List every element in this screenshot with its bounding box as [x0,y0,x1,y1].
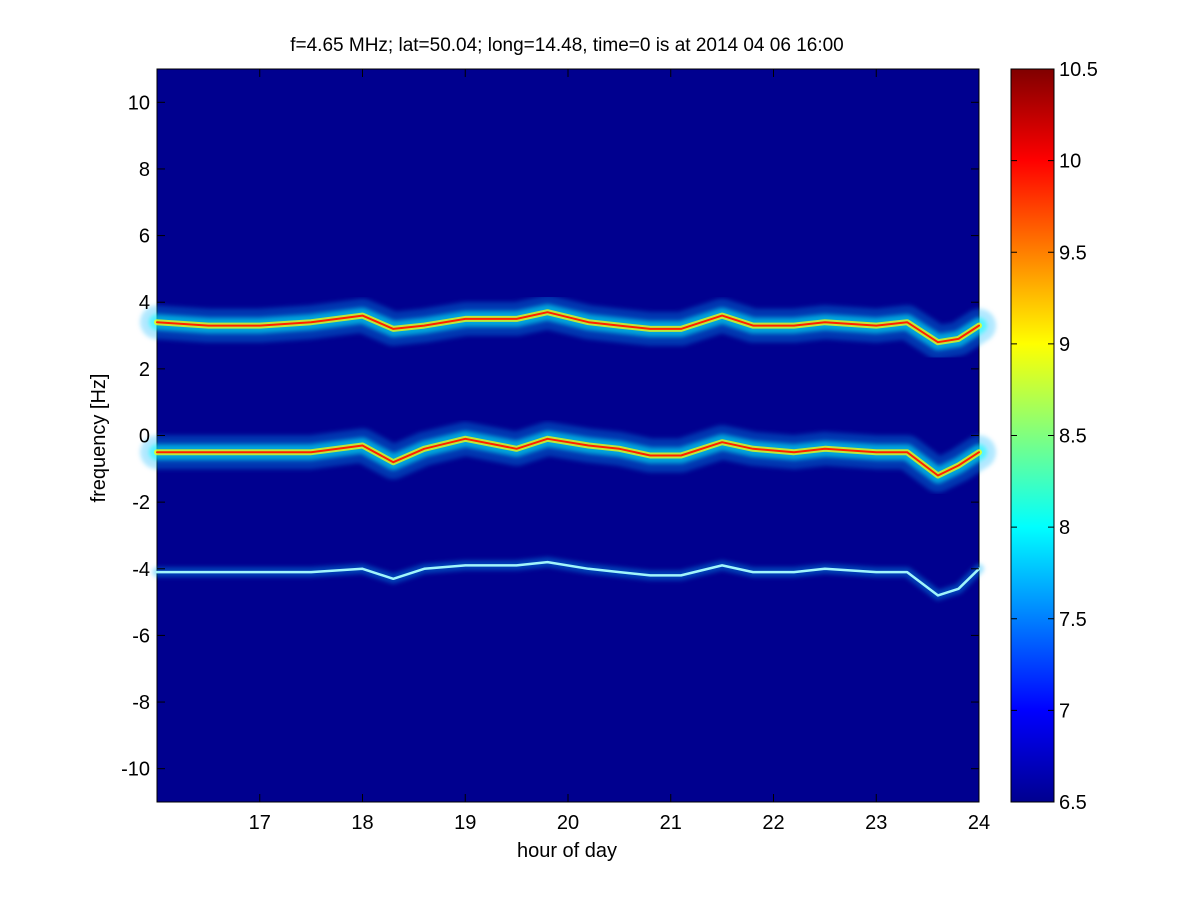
colorbar-tick-label: 9 [1059,334,1070,356]
colorbar [1010,68,1055,803]
colorbar-tick-label: 7.5 [1059,609,1087,631]
y-tick-label: 8 [139,159,150,181]
colorbar-tick-label: 6.5 [1059,792,1087,814]
y-tick-label: 2 [139,359,150,381]
y-tick-label: 10 [128,92,150,114]
x-tick-label: 21 [660,812,682,834]
colorbar-tick-label: 9.5 [1059,242,1087,264]
y-tick-label: 0 [139,426,150,448]
y-tick-label: 6 [139,226,150,248]
y-tick-label: -4 [132,559,150,581]
y-tick-label: -8 [132,692,150,714]
chart-title: f=4.65 MHz; lat=50.04; long=14.48, time=… [290,35,844,56]
x-tick-label: 18 [351,812,373,834]
y-tick-label: -6 [132,625,150,647]
x-axis: 17 18 19 20 21 22 23 24 [249,69,990,834]
x-tick-label: 17 [249,812,271,834]
y-tick-label: 4 [139,292,150,314]
y-tick-label: -10 [121,759,150,781]
y-axis-label: frequency [Hz] [88,374,110,503]
y-tick-label: -2 [132,492,150,514]
colorbar-tick-label: 7 [1059,700,1070,722]
x-tick-label: 22 [762,812,784,834]
x-tick-label: 24 [968,812,990,834]
colorbar-tick-label: 10 [1059,151,1081,173]
x-axis-label: hour of day [517,840,617,862]
frequency-traces [140,295,996,601]
colorbar-tick-label: 10.5 [1059,59,1098,81]
series-2-trace-peak [156,437,980,477]
series-1-trace-peak [156,311,980,344]
y-axis: 10 8 6 4 2 0 -2 -4 -6 -8 -10 [121,92,979,781]
colorbar-ticks: 10.5 10 9.5 9 8.5 8 7.5 7 6.5 [1011,59,1098,814]
x-tick-label: 19 [454,812,476,834]
series-3-trace-core [155,560,981,597]
x-tick-label: 23 [865,812,887,834]
colorbar-tick-label: 8 [1059,517,1070,539]
colorbar-tick-label: 8.5 [1059,426,1087,448]
x-tick-label: 20 [557,812,579,834]
